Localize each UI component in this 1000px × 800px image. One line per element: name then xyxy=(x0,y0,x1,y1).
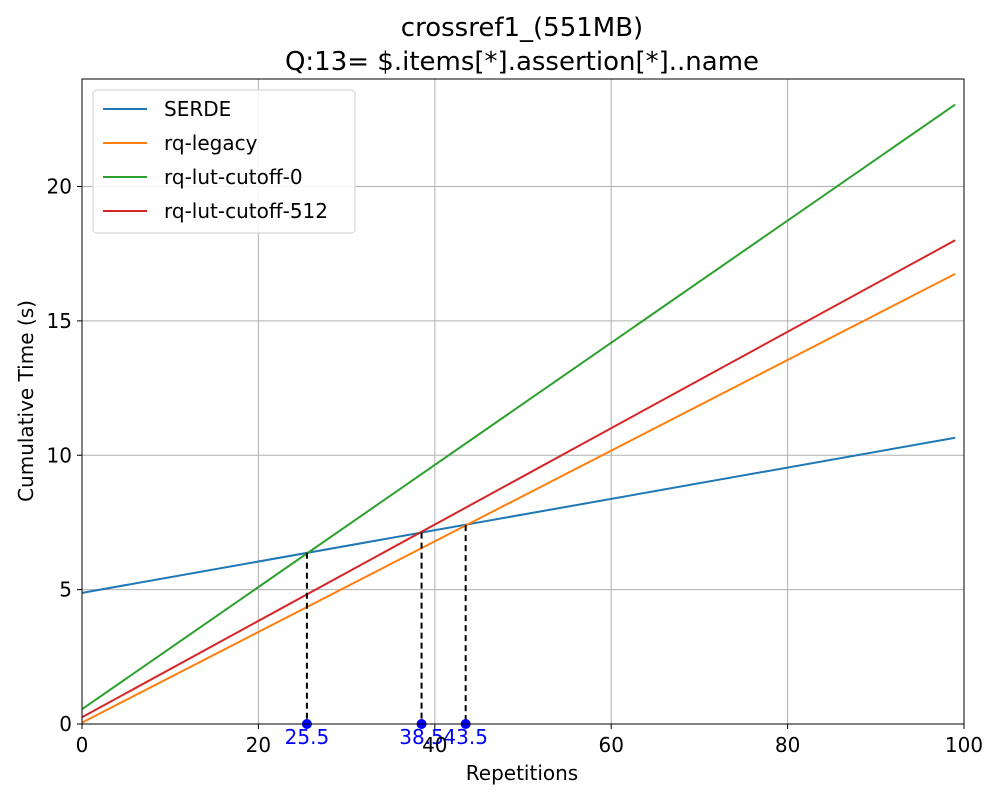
ticks: 0 20 40 60 80 100 0 5 10 15 20 xyxy=(47,175,984,758)
crossover-layer: 25.5 38.5 43.5 xyxy=(285,525,488,749)
chart-title: crossref1_(551MB) xyxy=(401,13,643,43)
series-line-rq-lut-cutoff-0 xyxy=(81,103,956,711)
y-tick-label: 10 xyxy=(47,443,72,467)
crossover-label: 25.5 xyxy=(285,725,330,749)
series-line-serde xyxy=(81,436,956,594)
x-tick-label: 20 xyxy=(246,733,271,757)
x-axis-label: Repetitions xyxy=(466,761,578,785)
plot-frame xyxy=(81,78,965,725)
legend-label-rq-lut-cutoff-0: rq-lut-cutoff-0 xyxy=(164,165,303,189)
y-tick-label: 20 xyxy=(47,175,72,199)
chart-subtitle: Q:13= $.items[*].assertion[*]..name xyxy=(285,47,759,77)
series-line-rq-lut-cutoff-512 xyxy=(81,239,956,719)
series-layer xyxy=(81,103,956,724)
legend-label-rq-legacy: rq-legacy xyxy=(164,131,258,155)
crossover-label: 38.5 xyxy=(399,725,444,749)
legend: SERDE rq-legacy rq-lut-cutoff-0 rq-lut-cuto… xyxy=(92,89,356,234)
x-tick-label: 100 xyxy=(945,733,983,757)
y-tick-label: 15 xyxy=(47,309,72,333)
y-tick-label: 5 xyxy=(59,578,72,602)
series-line-rq-legacy xyxy=(81,272,956,724)
legend-box xyxy=(92,89,356,234)
y-tick-label: 0 xyxy=(59,712,72,736)
legend-label-rq-lut-cutoff-512: rq-lut-cutoff-512 xyxy=(164,199,328,223)
crossover-label: 43.5 xyxy=(443,725,488,749)
x-tick-label: 40 xyxy=(422,733,447,757)
x-tick-label: 0 xyxy=(76,733,89,757)
legend-label-serde: SERDE xyxy=(164,97,231,121)
y-axis-label: Cumulative Time (s) xyxy=(14,300,38,502)
x-tick-label: 80 xyxy=(775,733,800,757)
x-tick-label: 60 xyxy=(598,733,623,757)
